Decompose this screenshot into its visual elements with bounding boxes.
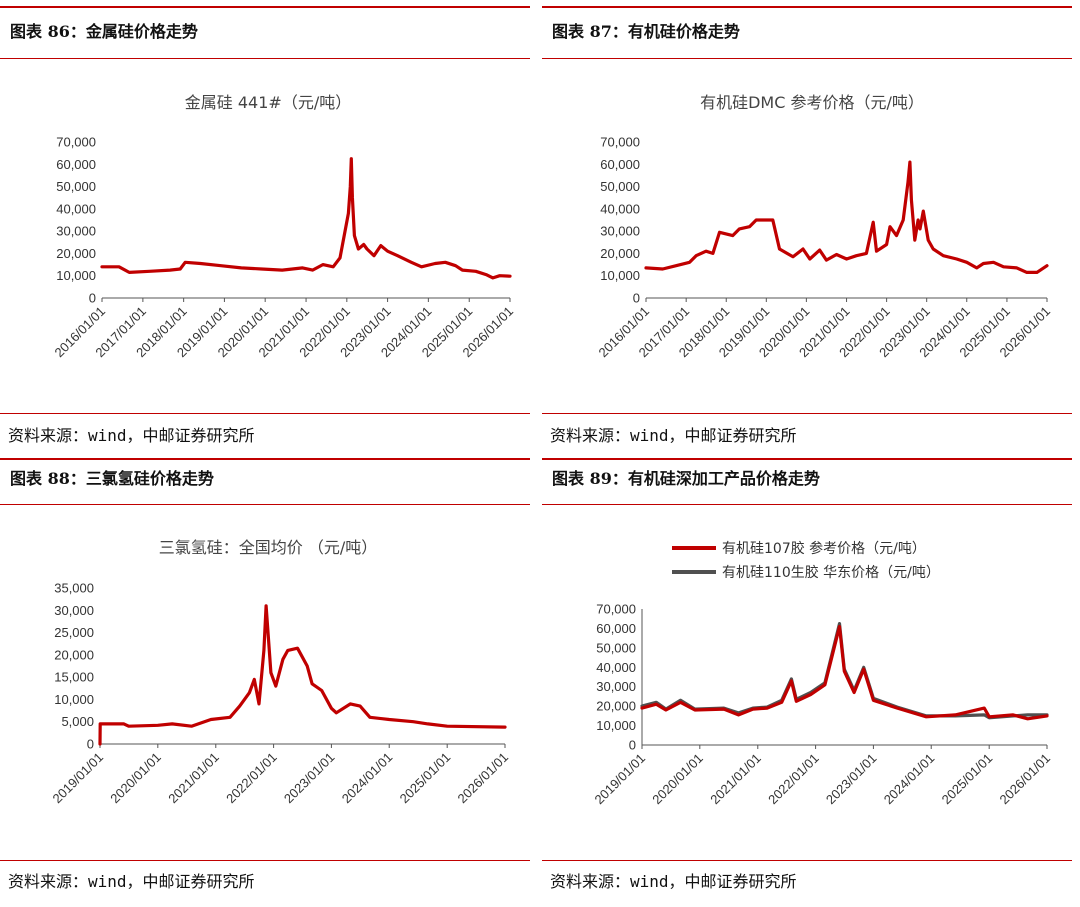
source-rule xyxy=(0,413,530,414)
y-tick-label: 10,000 xyxy=(600,268,640,283)
y-tick-label: 50,000 xyxy=(596,640,636,655)
x-tick-label: 2020/01/01 xyxy=(649,751,706,808)
y-tick-label: 70,000 xyxy=(600,135,640,150)
x-tick-label: 2019/01/01 xyxy=(591,751,648,808)
silicone-downstream-price-chart: 0 10,000 20,000 30,000 40,000 50,000 60,000 70,… xyxy=(591,540,1053,808)
figure-title: 图表 86：金属硅价格走势 xyxy=(10,22,198,41)
dmc-price-chart: 有机硅DMC 参考价格（元/吨） 0 10,000 20,000 30,000 40,00… xyxy=(595,93,1053,360)
y-tick-label: 10,000 xyxy=(56,268,96,283)
source-rule xyxy=(0,860,530,861)
y-tick-label: 30,000 xyxy=(596,679,636,694)
y-tick-label: 60,000 xyxy=(56,157,96,172)
x-tick-label: 2023/01/01 xyxy=(823,751,880,808)
y-tick-label: 70,000 xyxy=(596,602,636,617)
top-rule xyxy=(542,458,1072,460)
x-tick-label: 2021/01/01 xyxy=(707,751,764,808)
y-tick-label: 70,000 xyxy=(56,135,96,150)
legend-label: 有机硅110生胶 华东价格（元/吨） xyxy=(722,564,940,581)
x-tick-label: 2025/01/01 xyxy=(939,751,996,808)
y-tick-label: 50,000 xyxy=(56,179,96,194)
top-rule xyxy=(0,6,530,8)
source-note: 资料来源：wind，中邮证券研究所 xyxy=(550,872,797,891)
x-tick-label: 2021/01/01 xyxy=(165,750,222,807)
y-tick-label: 10,000 xyxy=(54,692,94,707)
y-tick-label: 10,000 xyxy=(596,718,636,733)
legend-label: 有机硅107胶 参考价格（元/吨） xyxy=(722,540,926,557)
chart-title: 三氯氢硅：全国均价 （元/吨） xyxy=(159,538,377,557)
figure-87-panel: 图表 87：有机硅价格走势 有机硅DMC 参考价格（元/吨） 0 10,000 20,… xyxy=(542,0,1072,452)
figure-title: 图表 87：有机硅价格走势 xyxy=(552,22,740,41)
figure-title: 图表 88：三氯氢硅价格走势 xyxy=(10,469,214,488)
metal-silicon-price-chart: 金属硅 441#（元/吨） 0 10,000 20,000 30,000 40,000 50… xyxy=(51,93,516,360)
y-tick-label: 30,000 xyxy=(54,603,94,618)
y-tick-label: 35,000 xyxy=(54,581,94,596)
series-line xyxy=(644,160,1049,274)
x-tick-label: 2026/01/01 xyxy=(996,751,1053,808)
x-tick-label: 2026/01/01 xyxy=(454,750,511,807)
y-tick-label: 40,000 xyxy=(600,201,640,216)
chart-title: 有机硅DMC 参考价格（元/吨） xyxy=(700,93,924,112)
y-tick-label: 40,000 xyxy=(56,201,96,216)
x-tick-label: 2022/01/01 xyxy=(765,751,822,808)
y-tick-label: 60,000 xyxy=(596,621,636,636)
y-tick-label: 20,000 xyxy=(600,246,640,261)
y-tick-label: 20,000 xyxy=(596,699,636,714)
y-tick-label: 15,000 xyxy=(54,670,94,685)
y-tick-label: 20,000 xyxy=(56,246,96,261)
figure-title: 图表 89：有机硅深加工产品价格走势 xyxy=(552,469,820,488)
chart-title: 金属硅 441#（元/吨） xyxy=(185,93,351,112)
y-tick-label: 5,000 xyxy=(61,714,94,729)
title-rule xyxy=(0,58,530,59)
x-tick-label: 2020/01/01 xyxy=(107,750,164,807)
y-tick-label: 20,000 xyxy=(54,647,94,662)
y-tick-label: 30,000 xyxy=(56,224,96,239)
y-tick-label: 60,000 xyxy=(600,157,640,172)
y-tick-label: 50,000 xyxy=(600,179,640,194)
source-rule xyxy=(542,413,1072,414)
figure-88-panel: 图表 88：三氯氢硅价格走势 三氯氢硅：全国均价 （元/吨） 0 5,000 10,0… xyxy=(0,452,530,907)
title-rule xyxy=(542,504,1072,505)
y-tick-label: 30,000 xyxy=(600,224,640,239)
y-tick-label: 40,000 xyxy=(596,660,636,675)
y-tick-label: 0 xyxy=(633,291,640,306)
source-note: 资料来源：wind，中邮证券研究所 xyxy=(550,426,797,445)
x-tick-label: 2019/01/01 xyxy=(49,750,106,807)
x-tick-label: 2022/01/01 xyxy=(223,750,280,807)
x-tick-label: 2024/01/01 xyxy=(339,750,396,807)
x-tick-label: 2025/01/01 xyxy=(397,750,454,807)
top-rule xyxy=(542,6,1072,8)
figure-89-panel: 图表 89：有机硅深加工产品价格走势 0 10,000 20,000 30,000 40… xyxy=(542,452,1072,907)
x-tick-label: 2024/01/01 xyxy=(881,751,938,808)
source-note: 资料来源：wind，中邮证券研究所 xyxy=(8,426,255,445)
y-tick-label: 25,000 xyxy=(54,625,94,640)
source-rule xyxy=(542,860,1072,861)
top-rule xyxy=(0,458,530,460)
source-note: 资料来源：wind，中邮证券研究所 xyxy=(8,872,255,891)
y-tick-label: 0 xyxy=(87,737,94,752)
x-tick-label: 2023/01/01 xyxy=(281,750,338,807)
series-line xyxy=(100,157,512,280)
figure-86-panel: 图表 86：金属硅价格走势 金属硅 441#（元/吨） 0 10,000 20,000… xyxy=(0,0,530,452)
title-rule xyxy=(542,58,1072,59)
trichlorosilane-price-chart: 三氯氢硅：全国均价 （元/吨） 0 5,000 10,000 15,000 20,000 2… xyxy=(49,538,511,807)
series-line xyxy=(98,604,507,746)
title-rule xyxy=(0,504,530,505)
y-tick-label: 0 xyxy=(89,291,96,306)
y-tick-label: 0 xyxy=(629,738,636,753)
series-line xyxy=(640,624,1049,721)
